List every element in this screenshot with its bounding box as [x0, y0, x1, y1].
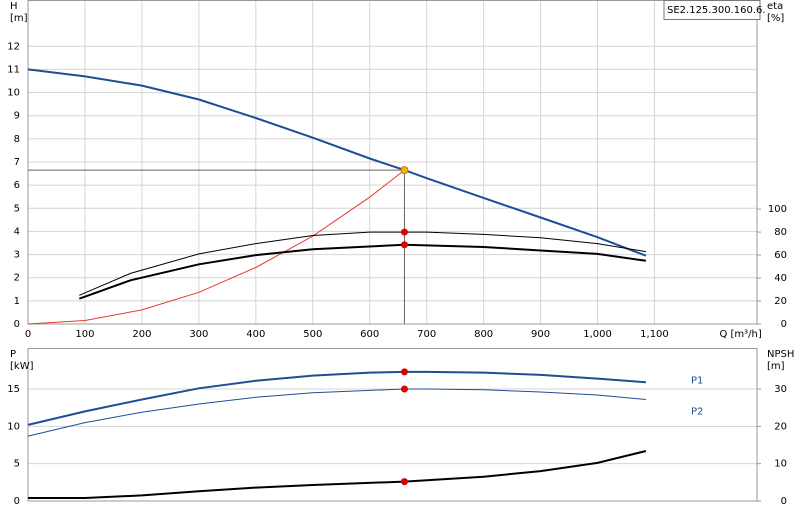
y2-axis-unit: [%]: [767, 13, 784, 24]
curve: [27, 169, 405, 325]
x-tick-label: 700: [417, 329, 436, 340]
operating-point: [400, 478, 408, 486]
y-tick-label: 10: [7, 421, 20, 432]
operating-point: [400, 368, 408, 376]
y2-tick-label: 20: [774, 296, 787, 307]
operating-point: [400, 228, 408, 236]
y-tick-label: 0: [14, 496, 20, 507]
y2-tick-label: 40: [774, 273, 787, 284]
y-tick-label: 2: [14, 273, 20, 284]
y-axis-unit: [m]: [10, 13, 28, 24]
y-tick-label: 6: [14, 180, 20, 191]
y2-tick-label: 100: [768, 204, 787, 215]
y2-tick-label: 0: [781, 319, 787, 330]
y-tick-label: 4: [14, 226, 20, 237]
chart-title: SE2.125.300.160.6.: [667, 5, 766, 16]
y-tick-label: 15: [7, 384, 20, 395]
curve: [78, 243, 647, 300]
x-tick-label: 100: [75, 329, 94, 340]
operating-point: [400, 241, 408, 249]
series-label: P1: [691, 375, 703, 386]
operating-point: [400, 385, 408, 393]
y-tick-label: 3: [14, 250, 20, 261]
x-tick-label: 900: [531, 329, 550, 340]
x-tick-label: 0: [25, 329, 31, 340]
y-tick-label: 12: [7, 41, 20, 52]
y-tick-label: 0: [14, 319, 20, 330]
x-tick-label: 500: [303, 329, 322, 340]
y-axis-label: H: [10, 1, 18, 12]
y-tick-label: 7: [14, 157, 20, 168]
curve: [28, 450, 647, 499]
y2-axis-unit: [m]: [767, 361, 785, 372]
curve: [27, 388, 646, 437]
y2-tick-label: 80: [774, 227, 787, 238]
y2-tick-label: 10: [774, 459, 787, 470]
curve: [27, 370, 646, 426]
x-tick-label: 300: [189, 329, 208, 340]
curve: [27, 68, 647, 257]
y-axis-unit: [kW]: [10, 361, 34, 372]
curve: [79, 231, 646, 296]
y-tick-label: 8: [14, 134, 20, 145]
y-tick-label: 1: [14, 296, 20, 307]
y2-tick-label: 30: [774, 384, 787, 395]
operating-point: [400, 166, 409, 175]
x-tick-label: 1,000: [583, 329, 612, 340]
x-tick-label: 400: [246, 329, 265, 340]
y-tick-label: 9: [14, 111, 20, 122]
plot-frame: [27, 0, 758, 325]
title-box: [663, 0, 761, 20]
y-tick-label: 5: [14, 203, 20, 214]
y-tick-label: 5: [14, 459, 20, 470]
x-tick-label: 600: [360, 329, 379, 340]
x-tick-label: 800: [474, 329, 493, 340]
y2-tick-label: 0: [781, 496, 787, 507]
y2-axis-label: NPSH: [767, 349, 794, 360]
x-tick-label: 1,100: [640, 329, 669, 340]
y2-tick-label: 60: [774, 250, 787, 261]
x-axis-label: Q [m³/h]: [719, 329, 761, 340]
series-label: P2: [691, 406, 703, 417]
y2-tick-label: 20: [774, 421, 787, 432]
y-tick-label: 11: [7, 64, 20, 75]
x-tick-label: 200: [132, 329, 151, 340]
y-axis-label: P: [10, 349, 16, 360]
y2-axis-label: eta: [767, 1, 783, 12]
y-tick-label: 10: [7, 88, 20, 99]
